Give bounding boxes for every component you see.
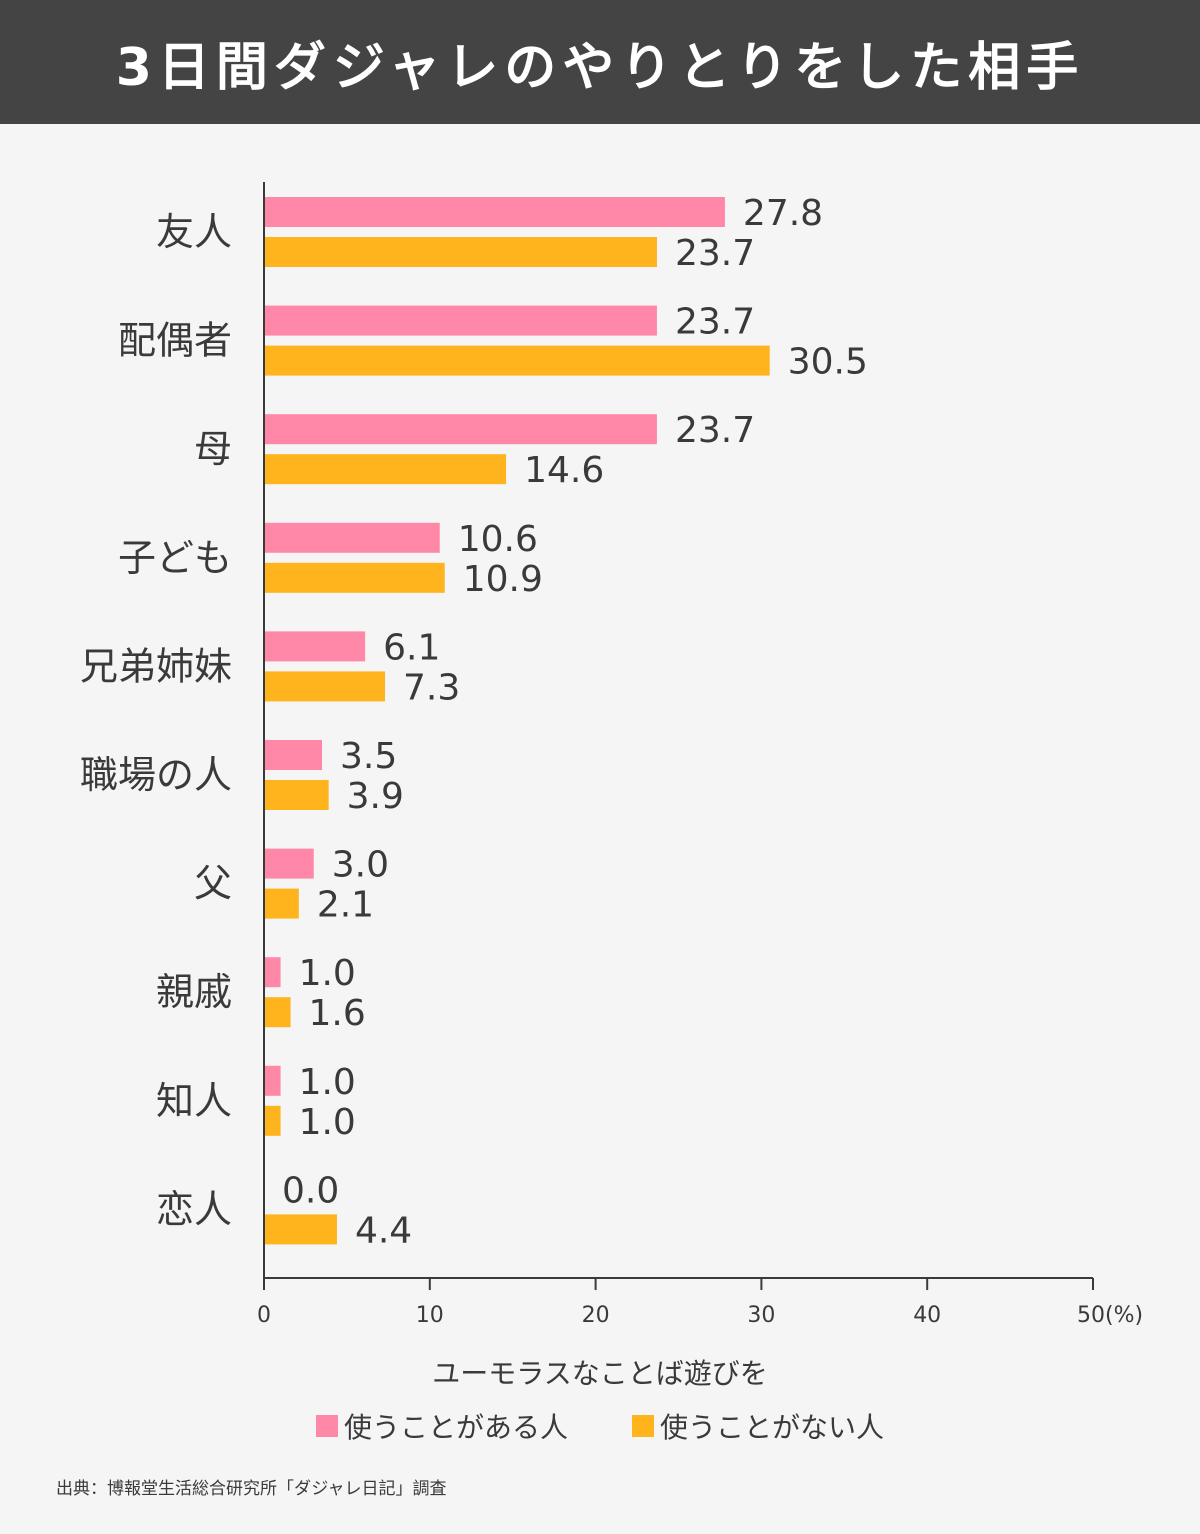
value-label-not-uses: 14.6 <box>524 450 604 491</box>
value-label-not-uses: 10.9 <box>463 559 543 600</box>
value-label-not-uses: 2.1 <box>317 885 374 926</box>
bar-uses <box>264 631 366 662</box>
value-label-not-uses: 3.9 <box>347 776 404 817</box>
header-bar: 3日間ダジャレのやりとりをした相手 <box>0 0 1200 124</box>
bar-uses <box>264 414 657 445</box>
category-label: 親戚 <box>156 970 232 1014</box>
bar-not-uses <box>264 454 507 485</box>
bar-not-uses <box>264 1105 281 1136</box>
value-label-uses: 23.7 <box>675 410 755 451</box>
category-label: 母 <box>194 427 232 471</box>
bar-uses <box>264 957 281 988</box>
category-label: 兄弟姉妹 <box>80 644 232 688</box>
bar-uses <box>264 1065 281 1096</box>
value-label-uses: 6.1 <box>383 627 440 668</box>
legend-item-uses: 使うことがある人 <box>315 1406 568 1446</box>
bar-uses <box>264 197 725 227</box>
x-tick-label: 0 <box>257 1303 271 1328</box>
value-label-not-uses: 4.4 <box>355 1210 412 1251</box>
bar-uses <box>264 740 323 770</box>
bar-uses <box>264 522 440 553</box>
bar-not-uses <box>264 888 299 919</box>
legend-label-uses: 使うことがある人 <box>343 1411 568 1444</box>
category-label: 友人 <box>156 210 232 254</box>
value-label-not-uses: 30.5 <box>788 342 868 383</box>
legend-label-not-uses: 使うことがない人 <box>660 1411 885 1444</box>
legend: ユーモラスなことば遊びを 使うことがある人 使うことがない人 <box>0 1352 1200 1446</box>
bar-not-uses <box>264 345 770 376</box>
legend-caption: ユーモラスなことば遊びを <box>432 1357 768 1390</box>
value-label-not-uses: 23.7 <box>675 233 755 274</box>
category-label: 職場の人 <box>80 753 232 797</box>
value-label-uses: 1.0 <box>299 1062 356 1103</box>
bar-not-uses <box>264 671 386 702</box>
bar-not-uses <box>264 562 445 593</box>
bar-not-uses <box>264 237 657 267</box>
category-label: 恋人 <box>156 1187 232 1231</box>
x-tick-label: 40 <box>913 1303 941 1328</box>
category-label: 子ども <box>118 536 232 580</box>
bar-not-uses <box>264 997 291 1028</box>
value-label-uses: 1.0 <box>299 953 356 994</box>
bar-not-uses <box>264 780 329 810</box>
bar-uses <box>264 848 314 879</box>
x-tick-label: 50(%) <box>1077 1303 1143 1328</box>
bar-uses <box>264 305 657 336</box>
legend-item-not-uses: 使うことがない人 <box>632 1406 884 1446</box>
bar-not-uses <box>264 1214 337 1245</box>
value-label-uses: 0.0 <box>282 1170 339 1211</box>
value-label-uses: 27.8 <box>743 193 823 234</box>
value-label-uses: 10.6 <box>458 519 538 560</box>
source-note: 出典：博報堂生活総合研究所「ダジャレ日記」調査 <box>56 1479 447 1499</box>
value-label-uses: 3.5 <box>340 736 397 777</box>
legend-swatch-uses <box>315 1415 338 1437</box>
value-label-not-uses: 1.0 <box>299 1102 356 1143</box>
value-label-uses: 23.7 <box>675 302 755 343</box>
category-label: 配偶者 <box>118 319 232 363</box>
category-label: 知人 <box>156 1079 232 1123</box>
value-label-uses: 3.0 <box>332 845 389 886</box>
category-label: 父 <box>194 862 232 906</box>
x-tick-label: 20 <box>582 1303 610 1328</box>
value-label-not-uses: 7.3 <box>403 667 460 708</box>
value-label-not-uses: 1.6 <box>309 993 366 1034</box>
x-tick-label: 30 <box>747 1303 775 1328</box>
chart-title: 3日間ダジャレのやりとりをした相手 <box>115 37 1085 98</box>
legend-swatch-not-uses <box>632 1415 654 1437</box>
x-tick-label: 10 <box>416 1303 444 1328</box>
